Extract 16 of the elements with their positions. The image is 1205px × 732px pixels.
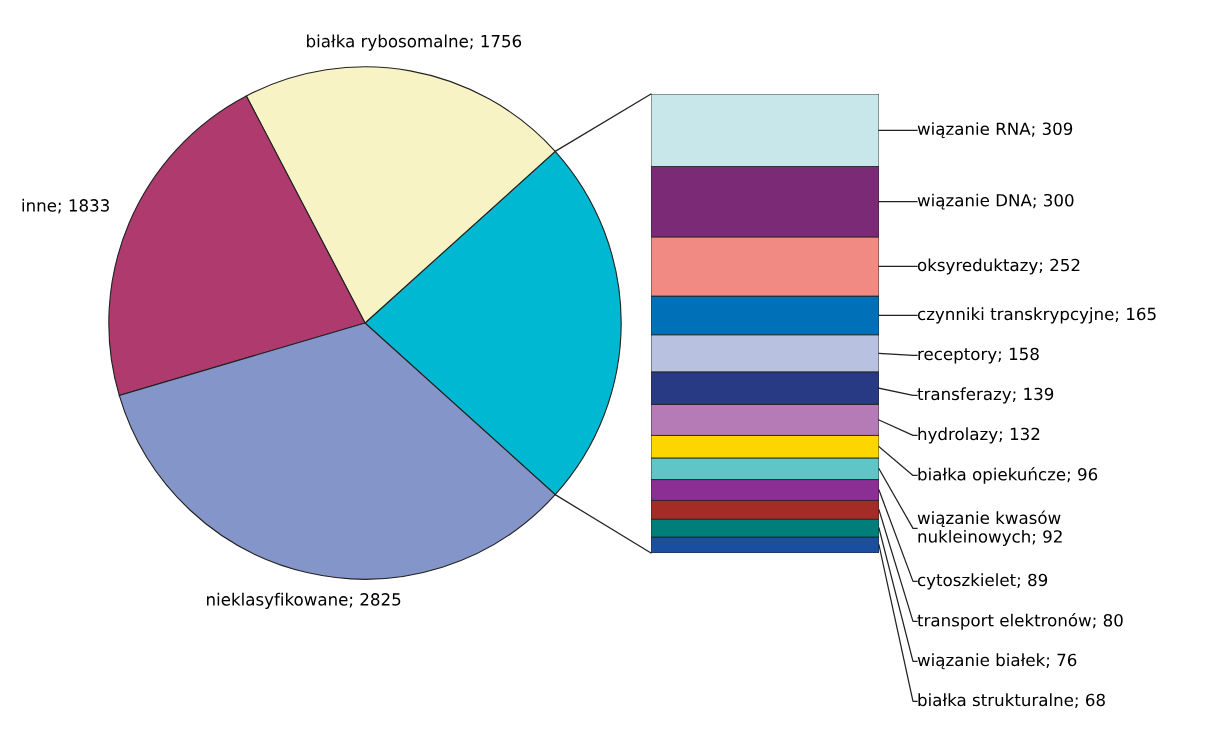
data-label: białka rybosomalne; 1756 [307,34,522,51]
data-label: wiązanie kwasów nukleinowych; 92 [917,510,1062,547]
data-label: transferazy; 139 [917,387,1054,404]
data-label: oksyreduktazy; 252 [917,258,1080,275]
data-label: wiązanie RNA; 309 [917,122,1073,139]
data-label: receptory; 158 [918,347,1039,364]
data-label: wiązanie białek; 76 [917,653,1077,670]
data-label: wiązanie DNA; 300 [917,193,1074,210]
data-label: hydrolazy; 132 [918,427,1040,444]
data-label: nieklasyfikowane; 2825 [207,592,401,609]
data-label: białka opiekuńcze; 96 [918,467,1098,484]
data-label: inne; 1833 [22,198,109,214]
data-label: transport elektronów; 80 [917,613,1123,630]
data-label: czynniki transkrypcyjne; 165 [917,307,1156,324]
data-label: cytoszkielet; 89 [917,573,1048,590]
data-label: białka strukturalne; 68 [918,693,1105,708]
